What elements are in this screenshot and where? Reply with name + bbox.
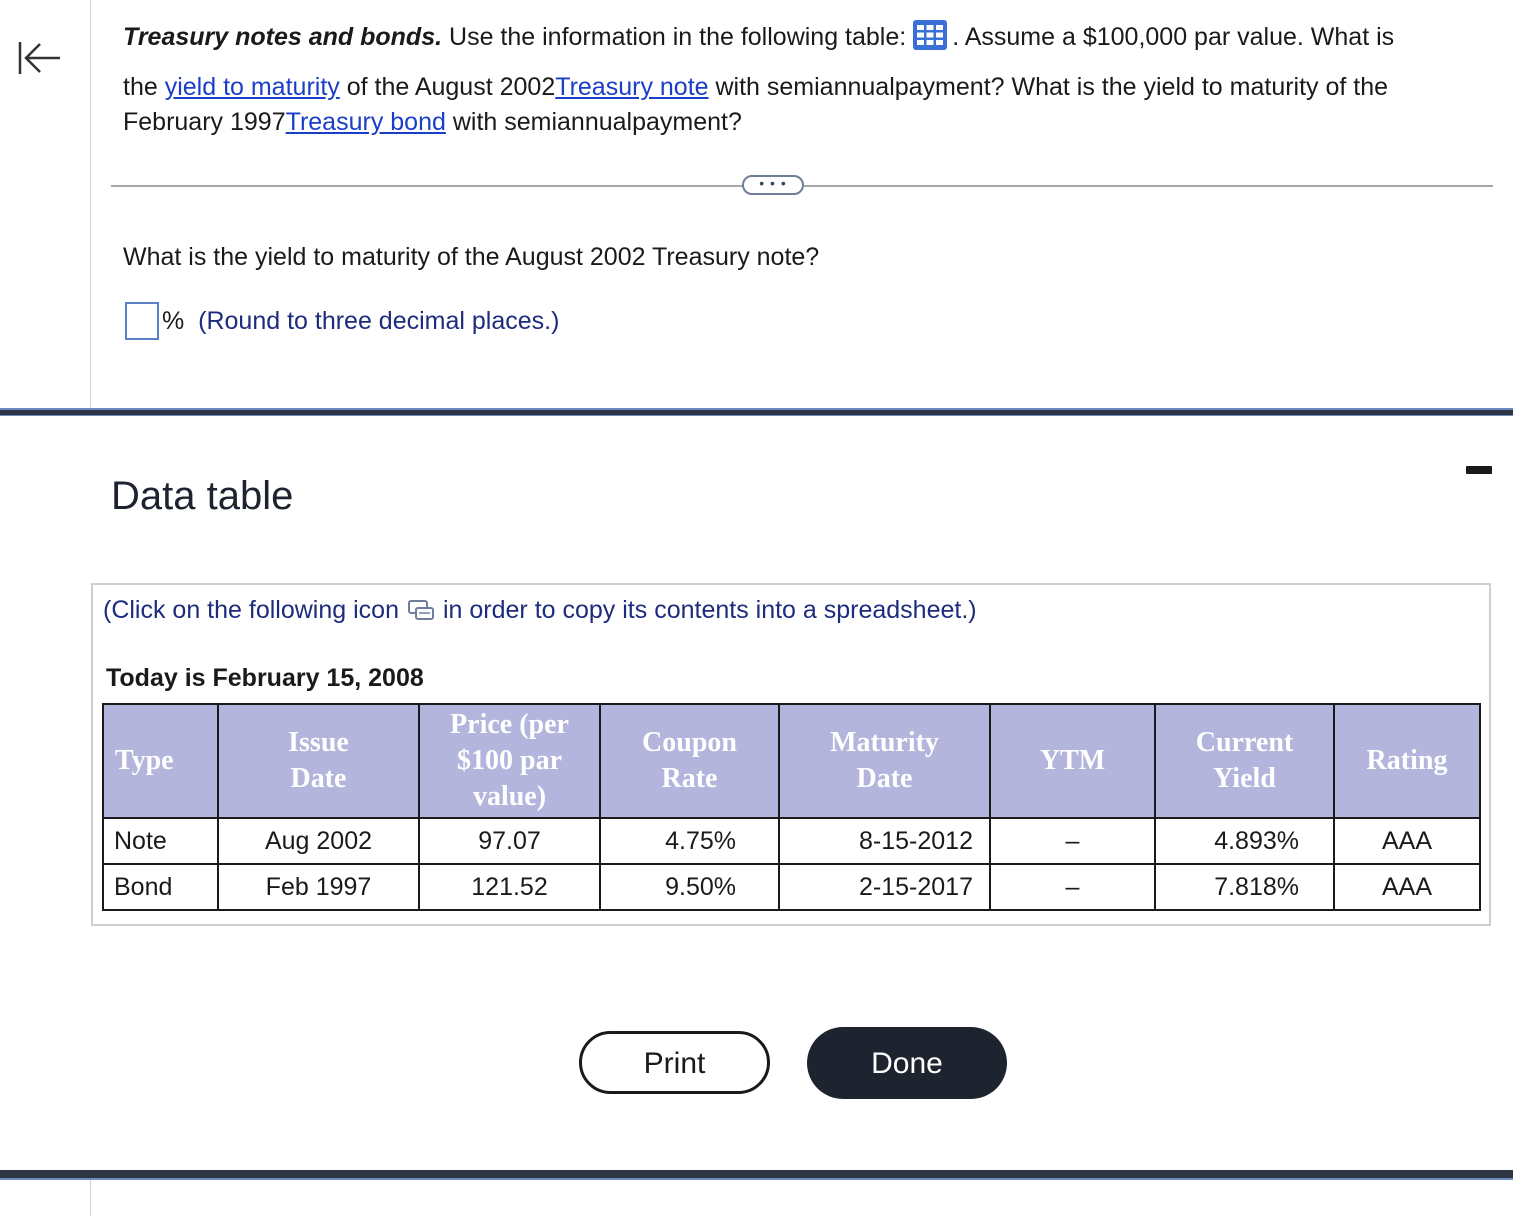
table-cell: 2-15-2017 <box>778 863 991 911</box>
column-header-label: Current Yield <box>1195 727 1294 794</box>
table-cell: Aug 2002 <box>217 817 420 865</box>
column-header: Maturity Date <box>778 703 991 819</box>
data-panel-top-border <box>0 408 1513 416</box>
column-header: Coupon Rate <box>599 703 780 819</box>
treasury-note-link[interactable]: Treasury note <box>555 73 709 101</box>
table-cell: Feb 1997 <box>217 863 420 911</box>
table-cell: – <box>989 863 1156 911</box>
today-date: Today is February 15, 2008 <box>106 664 424 692</box>
table-row: Note Aug 2002 97.07 4.75% 8-15-2012 – 4.… <box>102 817 1481 865</box>
question-text-part: with semiannualpayment? What is the yiel… <box>708 73 1389 101</box>
column-header: Rating <box>1333 703 1481 819</box>
table-cell: 121.52 <box>418 863 601 911</box>
subquestion-text: What is the yield to maturity of the Aug… <box>123 243 820 271</box>
question-text-part: . Assume a $100,000 par value. What is <box>952 23 1395 51</box>
question-text: Treasury notes and bonds. Use the inform… <box>123 18 1483 138</box>
table-cell: AAA <box>1333 817 1481 865</box>
column-header-label: Maturity Date <box>830 727 939 794</box>
table-cell: – <box>989 817 1156 865</box>
table-grid-icon[interactable] <box>912 19 948 62</box>
table-cell: Bond <box>102 863 219 911</box>
data-panel-bottom-border <box>0 1170 1513 1180</box>
treasury-data-table: Type Issue Date Price (per $100 par valu… <box>102 703 1481 911</box>
table-cell: 97.07 <box>418 817 601 865</box>
question-text-part: with semiannualpayment? <box>445 108 742 136</box>
column-header: Price (per $100 par value) <box>418 703 601 819</box>
yield-to-maturity-link[interactable]: yield to maturity <box>164 73 340 101</box>
question-title: Treasury notes and bonds. <box>123 23 443 51</box>
copy-to-spreadsheet-icon[interactable] <box>407 599 435 628</box>
column-header: Current Yield <box>1154 703 1335 819</box>
question-text-part: February 1997 <box>123 108 286 136</box>
minimize-icon[interactable] <box>1466 466 1492 474</box>
collapse-back-icon[interactable] <box>14 36 64 80</box>
column-header-label: Price (per $100 par value) <box>450 709 569 812</box>
table-cell: 8-15-2012 <box>778 817 991 865</box>
question-text-part: of the August 2002 <box>339 73 556 101</box>
table-row: Bond Feb 1997 121.52 9.50% 2-15-2017 – 7… <box>102 863 1481 911</box>
more-options-button[interactable]: • • • <box>742 175 804 195</box>
column-header-label: Issue Date <box>288 727 349 794</box>
copy-instruction-text: in order to copy its contents into a spr… <box>442 596 977 624</box>
column-header-label: Coupon Rate <box>642 727 737 794</box>
treasury-bond-link[interactable]: Treasury bond <box>285 108 446 136</box>
question-text-part: Use the information in the following tab… <box>442 23 907 51</box>
column-header: YTM <box>989 703 1156 819</box>
answer-input[interactable] <box>125 302 159 340</box>
rounding-hint: (Round to three decimal places.) <box>198 307 560 335</box>
data-table-title: Data table <box>111 474 294 518</box>
left-rail-bottom <box>0 1180 91 1216</box>
column-header: Type <box>102 703 219 819</box>
table-header-row: Type Issue Date Price (per $100 par valu… <box>102 703 1481 819</box>
table-cell: 4.75% <box>599 817 780 865</box>
copy-instruction: (Click on the following icon in order to … <box>103 596 977 628</box>
question-text-part: the <box>123 73 165 101</box>
table-cell: 4.893% <box>1154 817 1335 865</box>
table-cell: Note <box>102 817 219 865</box>
table-cell: AAA <box>1333 863 1481 911</box>
done-button[interactable]: Done <box>807 1027 1007 1099</box>
column-header: Issue Date <box>217 703 420 819</box>
print-button[interactable]: Print <box>579 1031 770 1094</box>
copy-instruction-text: (Click on the following icon <box>103 596 399 624</box>
table-cell: 9.50% <box>599 863 780 911</box>
data-table-frame <box>91 583 1491 926</box>
left-rail <box>0 0 91 410</box>
percent-unit: % <box>162 307 185 335</box>
answer-hint: % (Round to three decimal places.) <box>162 307 559 336</box>
table-cell: 7.818% <box>1154 863 1335 911</box>
